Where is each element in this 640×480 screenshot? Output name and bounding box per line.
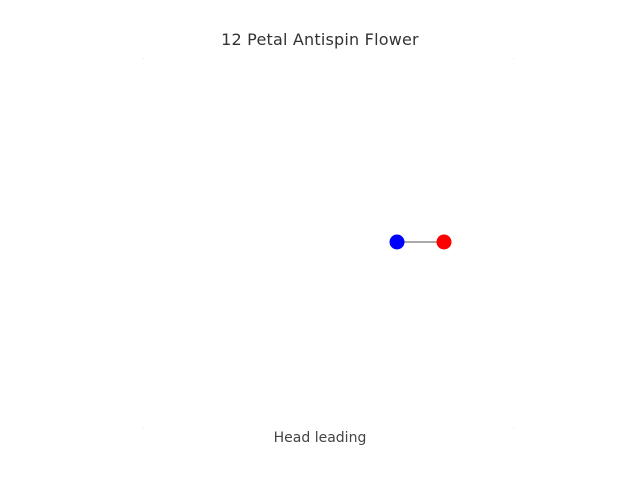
corner-mark-bottom-right <box>513 428 514 429</box>
diagram-caption: Head leading <box>273 430 367 446</box>
diagram-title: 12 Petal Antispin Flower <box>221 30 419 49</box>
red-dot-icon <box>436 234 452 250</box>
corner-mark-bottom-left <box>143 428 144 429</box>
blue-dot-icon <box>389 234 405 250</box>
corner-mark-top-right <box>513 58 514 59</box>
corner-mark-top-left <box>143 58 144 59</box>
